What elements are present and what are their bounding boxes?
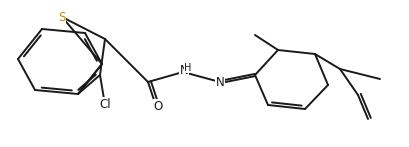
Text: O: O <box>153 100 162 113</box>
Text: N: N <box>215 76 224 88</box>
Text: H: H <box>184 63 191 73</box>
Text: S: S <box>58 10 65 24</box>
Text: N: N <box>179 64 188 76</box>
Text: Cl: Cl <box>99 97 110 111</box>
